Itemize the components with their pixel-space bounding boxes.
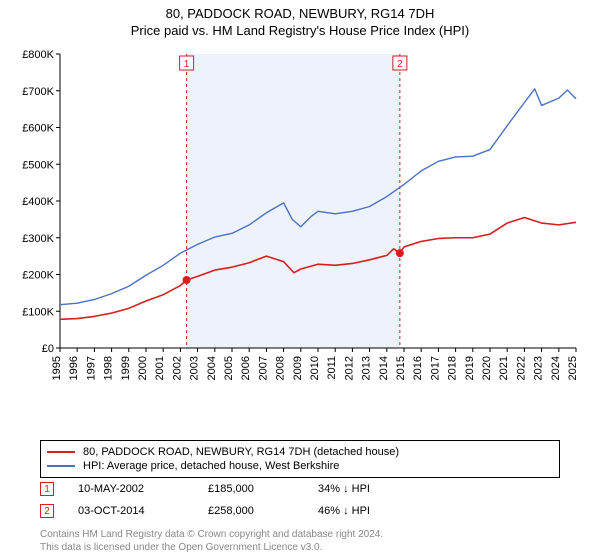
legend-swatch bbox=[47, 451, 75, 453]
event-price: £185,000 bbox=[208, 483, 318, 495]
svg-text:2005: 2005 bbox=[223, 356, 235, 380]
svg-text:£100K: £100K bbox=[22, 306, 54, 318]
svg-text:2021: 2021 bbox=[498, 356, 510, 380]
footer-line2: This data is licensed under the Open Gov… bbox=[40, 541, 580, 554]
event-row: 2 03-OCT-2014£258,00046% ↓ HPI bbox=[40, 500, 560, 522]
svg-text:2006: 2006 bbox=[240, 356, 252, 380]
svg-text:2022: 2022 bbox=[515, 356, 527, 380]
event-row: 1 10-MAY-2002£185,00034% ↓ HPI bbox=[40, 478, 560, 500]
svg-text:2025: 2025 bbox=[567, 356, 579, 380]
svg-text:£600K: £600K bbox=[22, 123, 54, 135]
svg-text:2010: 2010 bbox=[309, 356, 321, 380]
svg-text:1998: 1998 bbox=[103, 356, 115, 380]
svg-text:2019: 2019 bbox=[464, 356, 476, 380]
svg-text:2008: 2008 bbox=[275, 356, 287, 380]
svg-text:2000: 2000 bbox=[137, 356, 149, 380]
svg-text:2020: 2020 bbox=[481, 356, 493, 380]
svg-text:2002: 2002 bbox=[171, 356, 183, 380]
svg-text:2007: 2007 bbox=[257, 356, 269, 380]
svg-text:2017: 2017 bbox=[429, 356, 441, 380]
svg-text:£800K: £800K bbox=[22, 49, 54, 61]
legend: 80, PADDOCK ROAD, NEWBURY, RG14 7DH (det… bbox=[40, 440, 560, 478]
svg-text:2011: 2011 bbox=[326, 356, 338, 380]
svg-text:2013: 2013 bbox=[361, 356, 373, 380]
svg-text:1996: 1996 bbox=[68, 356, 80, 380]
event-marker-badge: 1 bbox=[40, 482, 54, 496]
svg-text:2: 2 bbox=[397, 59, 403, 70]
price-chart: £0£100K£200K£300K£400K£500K£600K£700K£80… bbox=[52, 48, 582, 398]
svg-text:2015: 2015 bbox=[395, 356, 407, 380]
svg-text:2012: 2012 bbox=[343, 356, 355, 380]
svg-text:2024: 2024 bbox=[550, 356, 562, 380]
svg-text:2018: 2018 bbox=[447, 356, 459, 380]
title-address: 80, PADDOCK ROAD, NEWBURY, RG14 7DH bbox=[0, 6, 600, 21]
legend-item: 80, PADDOCK ROAD, NEWBURY, RG14 7DH (det… bbox=[47, 445, 553, 459]
legend-item: HPI: Average price, detached house, West… bbox=[47, 459, 553, 473]
svg-text:£300K: £300K bbox=[22, 233, 54, 245]
event-date: 03-OCT-2014 bbox=[78, 505, 208, 517]
svg-text:2004: 2004 bbox=[206, 356, 218, 380]
legend-label: HPI: Average price, detached house, West… bbox=[83, 460, 339, 472]
svg-text:£700K: £700K bbox=[22, 86, 54, 98]
title-block: 80, PADDOCK ROAD, NEWBURY, RG14 7DH Pric… bbox=[0, 0, 600, 38]
svg-text:£0: £0 bbox=[42, 343, 54, 355]
event-marker-badge: 2 bbox=[40, 504, 54, 518]
chart-container: 80, PADDOCK ROAD, NEWBURY, RG14 7DH Pric… bbox=[0, 0, 600, 560]
svg-text:2016: 2016 bbox=[412, 356, 424, 380]
event-price: £258,000 bbox=[208, 505, 318, 517]
svg-text:1999: 1999 bbox=[120, 356, 132, 380]
footer-line1: Contains HM Land Registry data © Crown c… bbox=[40, 528, 580, 541]
events-table: 1 10-MAY-2002£185,00034% ↓ HPI 2 03-OCT-201… bbox=[40, 478, 560, 522]
svg-text:2001: 2001 bbox=[154, 356, 166, 380]
svg-text:2003: 2003 bbox=[189, 356, 201, 380]
svg-text:2014: 2014 bbox=[378, 356, 390, 380]
svg-text:2023: 2023 bbox=[533, 356, 545, 380]
title-subtitle: Price paid vs. HM Land Registry's House … bbox=[0, 23, 600, 38]
svg-text:2009: 2009 bbox=[292, 356, 304, 380]
svg-text:£400K: £400K bbox=[22, 196, 54, 208]
legend-swatch bbox=[47, 465, 75, 467]
svg-text:1995: 1995 bbox=[51, 356, 63, 380]
event-delta: 34% ↓ HPI bbox=[318, 483, 438, 495]
event-date: 10-MAY-2002 bbox=[78, 483, 208, 495]
event-delta: 46% ↓ HPI bbox=[318, 505, 438, 517]
legend-label: 80, PADDOCK ROAD, NEWBURY, RG14 7DH (det… bbox=[83, 446, 399, 458]
svg-text:1997: 1997 bbox=[85, 356, 97, 380]
footer-attribution: Contains HM Land Registry data © Crown c… bbox=[40, 528, 580, 554]
svg-text:£500K: £500K bbox=[22, 159, 54, 171]
svg-text:1: 1 bbox=[184, 59, 190, 70]
svg-text:£200K: £200K bbox=[22, 270, 54, 282]
